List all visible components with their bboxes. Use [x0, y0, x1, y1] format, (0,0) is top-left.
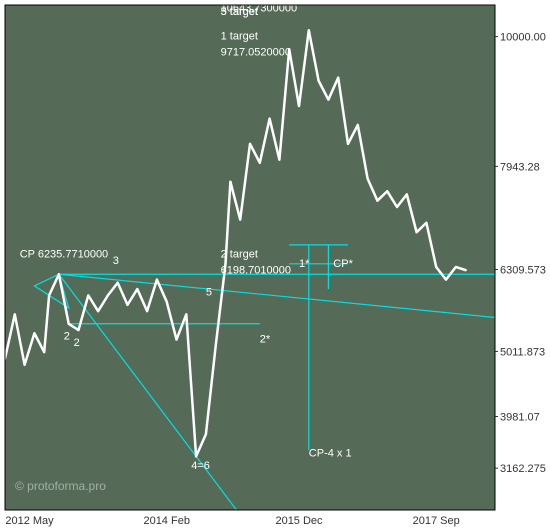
y-axis-label: 5011.873 — [500, 346, 545, 358]
y-axis-label: 7943.28 — [500, 161, 540, 173]
x-axis-label: 2015 Dec — [275, 515, 323, 527]
annotation: 2* — [260, 334, 271, 346]
annotation: CP-4 x 1 — [309, 447, 352, 459]
watermark: © protoforma.pro — [15, 479, 106, 493]
annotation: CP 6235.7710000 — [20, 249, 109, 261]
annotation: 1 target — [221, 31, 258, 43]
annotation: 1* — [299, 258, 310, 270]
x-axis-label: 2014 Feb — [143, 515, 189, 527]
x-axis-label: 2012 May — [5, 515, 54, 527]
annotation: CP* — [333, 258, 353, 270]
annotation: 2 target — [221, 249, 258, 261]
annotation: 3 target — [221, 6, 258, 18]
x-axis-label: 2017 Sep — [413, 515, 460, 527]
annotation: 4=6 — [191, 460, 210, 472]
annotation: 9717.0520000 — [221, 47, 291, 59]
annotation: 5 — [206, 286, 212, 298]
chart-container: CP 6235.77100002234=652*1*CP*CP-4 x 1106… — [0, 0, 550, 530]
y-axis-label: 3981.07 — [500, 412, 540, 424]
y-axis-label: 3162.275 — [500, 463, 546, 475]
annotation: 2 — [74, 337, 80, 349]
annotation: 2 — [64, 331, 70, 343]
annotation: 6198.7010000 — [221, 264, 291, 276]
y-axis-label: 6309.573 — [500, 265, 546, 277]
y-axis-label: 10000.00 — [500, 32, 546, 44]
chart-svg: CP 6235.77100002234=652*1*CP*CP-4 x 1106… — [0, 0, 550, 530]
annotation: 3 — [113, 255, 119, 267]
